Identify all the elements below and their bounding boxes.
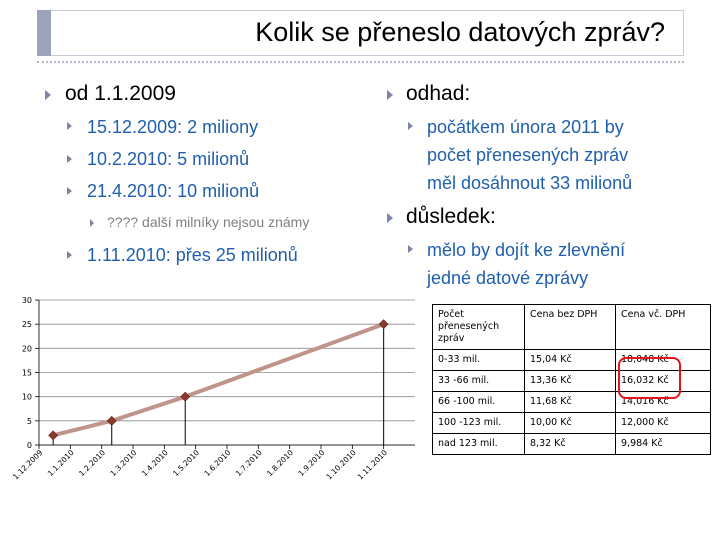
estimate-text-line: měl dosáhnout 33 milionů xyxy=(427,173,633,193)
x-tick-label: 1.5.2010 xyxy=(171,448,201,478)
table-cell: 8,32 Kč xyxy=(524,433,616,455)
x-tick-label: 1.2.2010 xyxy=(77,448,107,478)
bullet-arrow-icon xyxy=(408,122,413,130)
messages-line-chart: 30 25 20 15 10 5 01.12.2009 1.1.2010 1.2.2010 1.3… xyxy=(11,296,415,482)
table-cell: 100 -123 mil. xyxy=(432,412,525,434)
table-cell: 10,00 Kč xyxy=(524,412,616,434)
bullet-arrow-icon xyxy=(67,155,72,163)
table-header-line: Počet xyxy=(438,309,464,320)
data-point xyxy=(106,415,117,426)
table-cell: 9,984 Kč xyxy=(615,433,711,455)
y-tick-label: 20 xyxy=(22,344,32,353)
y-tick-label: 0 xyxy=(27,441,32,450)
table-header-row: Počet přenesených zpráv Cena bez DPH Cen… xyxy=(432,304,711,350)
x-tick-label: 1.9.2010 xyxy=(296,448,326,478)
table-cell: 11,68 Kč xyxy=(524,391,616,413)
data-point xyxy=(180,391,191,402)
table-cell: 0-33 mil. xyxy=(432,349,525,371)
milestone-item: 21.4.2010: 10 milionů xyxy=(87,181,260,201)
bullet-arrow-icon xyxy=(408,245,413,253)
table-header-line: přenesených xyxy=(438,321,500,332)
x-tick-label: 1.11.2010 xyxy=(356,448,390,482)
table-cell: 15,04 Kč xyxy=(524,349,616,371)
table-cell: nad 123 mil. xyxy=(432,433,525,455)
table-row: 0-33 mil. 15,04 Kč 18,048 Kč xyxy=(432,349,711,371)
x-tick-label: 1.10.2010 xyxy=(324,448,358,482)
x-tick-label: 1.1.2010 xyxy=(46,448,76,478)
title-divider xyxy=(37,61,684,63)
series-line xyxy=(52,322,385,438)
bullet-arrow-icon xyxy=(387,90,393,100)
table-row: nad 123 mil. 8,32 Kč 9,984 Kč xyxy=(432,433,711,455)
x-tick-label: 1.12.2009 xyxy=(11,448,45,482)
y-tick-label: 30 xyxy=(22,296,32,305)
bullet-arrow-icon xyxy=(67,187,72,195)
left-head: od 1.1.2009 xyxy=(65,82,176,105)
table-cell: 33 -66 mil. xyxy=(432,370,525,392)
y-tick-label: 25 xyxy=(22,320,32,329)
milestone-item: 10.2.2010: 5 milionů xyxy=(87,149,250,169)
price-table: Počet přenesených zpráv Cena bez DPH Cen… xyxy=(432,304,711,455)
x-tick-label: 1.8.2010 xyxy=(265,448,295,478)
x-tick-label: 1.3.2010 xyxy=(108,448,138,478)
y-tick-label: 5 xyxy=(27,417,32,426)
milestone-item: 1.11.2010: přes 25 milionů xyxy=(87,245,298,265)
table-header-cell: Počet přenesených zpráv xyxy=(432,304,525,350)
data-point xyxy=(378,319,389,330)
bullet-arrow-icon xyxy=(67,122,72,130)
bullet-arrow-icon xyxy=(45,90,51,100)
x-tick-label: 1.7.2010 xyxy=(234,448,264,478)
data-point xyxy=(48,430,59,441)
table-row: 33 -66 mil. 13,36 Kč 16,032 Kč xyxy=(432,370,711,392)
table-header-cell: Cena vč. DPH xyxy=(615,304,711,350)
table-header-line: zpráv xyxy=(438,333,465,344)
table-cell: 13,36 Kč xyxy=(524,370,616,392)
table-header-cell: Cena bez DPH xyxy=(524,304,616,350)
bullet-arrow-icon xyxy=(387,213,393,223)
table-cell: 66 -100 mil. xyxy=(432,391,525,413)
slide-title: Kolik se přeneslo datových zpráv? xyxy=(255,17,665,47)
table-row: 100 -123 mil. 10,00 Kč 12,000 Kč xyxy=(432,412,711,434)
consequence-text-line: mělo by dojít ke zlevnění xyxy=(427,240,626,260)
milestone-item: 15.12.2009: 2 miliony xyxy=(87,117,259,137)
estimate-head: odhad: xyxy=(406,82,471,105)
y-tick-label: 10 xyxy=(22,393,32,402)
x-tick-label: 1.4.2010 xyxy=(140,448,170,478)
price-highlight-ring xyxy=(618,357,681,399)
consequence-text-line: jedné datové zprávy xyxy=(427,268,589,288)
table-cell: 12,000 Kč xyxy=(615,412,711,434)
bullet-arrow-icon xyxy=(67,251,72,259)
y-tick-label: 15 xyxy=(22,369,32,378)
bullet-arrow-icon xyxy=(90,219,94,227)
estimate-text-line: počet přenesených zpráv xyxy=(427,145,629,165)
title-accent-bar xyxy=(37,10,51,56)
title-frame: Kolik se přeneslo datových zpráv? xyxy=(51,10,684,56)
milestone-note: ???? další milníky nejsou známy xyxy=(107,214,310,230)
estimate-text-line: počátkem února 2011 by xyxy=(427,117,624,137)
consequence-head: důsledek: xyxy=(406,205,496,228)
x-tick-label: 1.6.2010 xyxy=(202,448,232,478)
